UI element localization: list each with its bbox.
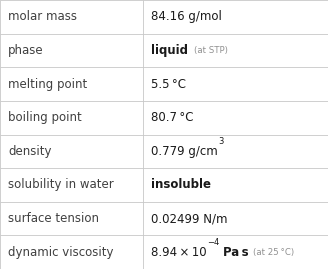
Text: solubility in water: solubility in water <box>8 178 114 192</box>
Text: 5.5 °C: 5.5 °C <box>151 77 186 91</box>
Text: dynamic viscosity: dynamic viscosity <box>8 246 114 259</box>
Text: insoluble: insoluble <box>151 178 211 192</box>
Text: boiling point: boiling point <box>8 111 82 124</box>
Text: phase: phase <box>8 44 44 57</box>
Text: molar mass: molar mass <box>8 10 77 23</box>
Text: (at STP): (at STP) <box>194 46 228 55</box>
Text: 8.94 × 10: 8.94 × 10 <box>151 246 207 259</box>
Text: 80.7 °C: 80.7 °C <box>151 111 194 124</box>
Text: density: density <box>8 145 52 158</box>
Text: −4: −4 <box>207 238 219 247</box>
Text: 3: 3 <box>218 137 224 146</box>
Text: 0.02499 N/m: 0.02499 N/m <box>151 212 227 225</box>
Text: (at 25 °C): (at 25 °C) <box>253 248 294 257</box>
Text: Pa s: Pa s <box>223 246 248 259</box>
Text: 0.779 g/cm: 0.779 g/cm <box>151 145 218 158</box>
Text: 84.16 g/mol: 84.16 g/mol <box>151 10 222 23</box>
Text: melting point: melting point <box>8 77 88 91</box>
Text: liquid: liquid <box>151 44 188 57</box>
Text: surface tension: surface tension <box>8 212 99 225</box>
